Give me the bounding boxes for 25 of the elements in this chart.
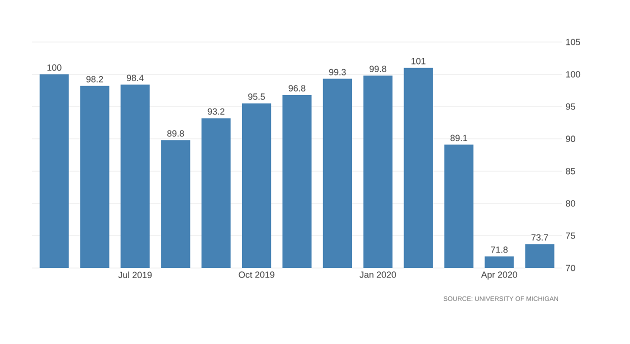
y-tick-label: 70	[566, 264, 576, 272]
y-tick-label: 100	[566, 71, 580, 78]
y-tick-label: 105	[566, 38, 580, 46]
data-label: 98.4	[126, 74, 144, 82]
data-label: 99.3	[329, 68, 346, 76]
data-label: 95.5	[248, 93, 265, 100]
data-label: 101	[412, 58, 426, 64]
x-tick-label: Jan 2020	[360, 272, 396, 278]
x-tick-label: Jul 2019	[118, 272, 152, 278]
data-label: 99.8	[370, 66, 386, 72]
y-tick-label: 80	[566, 200, 576, 207]
data-label: 73.7	[531, 234, 548, 241]
x-tick-label: Oct 2019	[238, 272, 274, 278]
data-label: 100	[47, 64, 62, 71]
data-label: 71.8	[491, 246, 508, 253]
y-tick-label: 85	[566, 168, 576, 174]
data-label: 93.2	[208, 108, 224, 115]
data-label: 98.2	[86, 76, 103, 82]
x-tick-label: Apr 2020	[481, 272, 518, 280]
y-tick-label: 90	[566, 136, 576, 142]
data-label: 89.8	[167, 130, 184, 137]
y-tick-label: 75	[566, 232, 576, 239]
y-tick-label: 95	[566, 103, 576, 110]
data-label: 89.1	[450, 134, 468, 142]
data-label: 96.8	[288, 85, 306, 92]
